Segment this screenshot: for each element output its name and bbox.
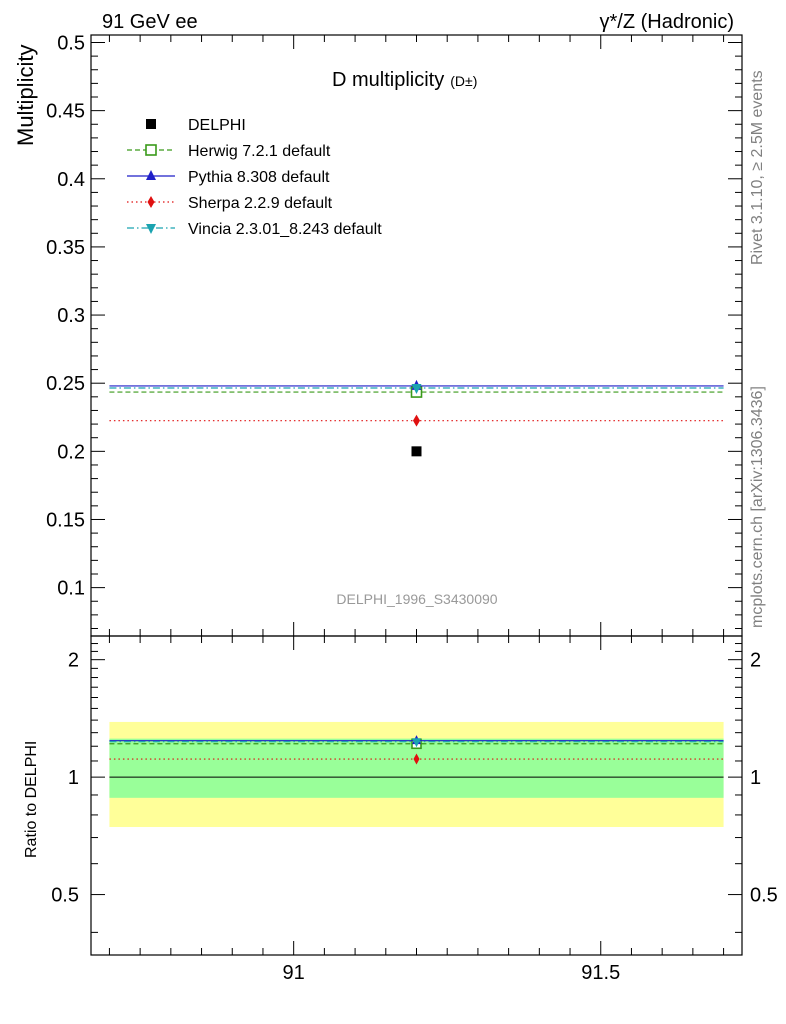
legend-label-2: Sherpa 2.2.9 default [188, 195, 333, 212]
y-tick-label: 0.35 [46, 237, 85, 259]
legend-marker-0 [145, 144, 157, 156]
x-tick-label: 91.5 [581, 962, 620, 984]
ratio-plot-marks [109, 735, 724, 765]
ratio-axis-label: Ratio to DELPHI [23, 741, 40, 858]
process-label: γ*/Z (Hadronic) [600, 11, 734, 33]
ratio-tick-label-right: 2 [750, 650, 761, 672]
series-marker-3 [411, 383, 422, 394]
legend-marker-delphi [146, 119, 156, 129]
y-tick-label: 0.1 [57, 578, 85, 600]
y-tick-label: 0.3 [57, 305, 85, 327]
y-tick-label: 0.45 [46, 101, 85, 123]
legend-marker-2 [147, 196, 155, 208]
y-tick-label: 0.5 [57, 32, 85, 54]
legend-marker-1 [146, 170, 156, 180]
x-tick-label: 91 [283, 962, 305, 984]
ratio-tick-label: 1 [68, 767, 79, 789]
ratio-marker-3 [412, 738, 421, 748]
energy-label: 91 GeV ee [102, 11, 198, 33]
series-marker-2 [413, 414, 420, 427]
ratio-tick-label-right: 0.5 [750, 885, 778, 907]
data-point-delphi [411, 446, 422, 457]
y-tick-label: 0.25 [46, 373, 85, 395]
legend-label-0: Herwig 7.2.1 default [188, 143, 331, 160]
analysis-watermark: DELPHI_1996_S3430090 [336, 591, 497, 607]
mcplots-label: mcplots.cern.ch [arXiv:1306.3436] [749, 386, 766, 628]
legend-label-delphi: DELPHI [188, 117, 246, 134]
ratio-tick-label: 2 [68, 650, 79, 672]
axes-frames: 0.1 0.15 0.2 0.25 0.3 0.35 0.4 0.45 0.5 91 91.5 0.5… [46, 32, 778, 984]
y-tick-label: 0.2 [57, 441, 85, 463]
rivet-version-label: Rivet 3.1.10, ≥ 2.5M events [749, 70, 766, 265]
legend-label-3: Vincia 2.3.01_8.243 default [188, 221, 382, 238]
plot-title: D multiplicity (D±) [332, 69, 477, 91]
y-tick-label: 0.4 [57, 169, 85, 191]
y-tick-label: 0.15 [46, 509, 85, 531]
main-plot-marks [109, 379, 724, 457]
ratio-marker-2 [413, 753, 420, 765]
y-axis-label: Multiplicity [13, 45, 38, 146]
ratio-tick-label: 0.5 [51, 885, 79, 907]
legend-label-1: Pythia 8.308 default [188, 169, 330, 186]
ratio-tick-label-right: 1 [750, 767, 761, 789]
legend: DELPHI Herwig 7.2.1 default Pythia 8.308 d… [127, 117, 382, 238]
legend-marker-3 [146, 224, 156, 234]
